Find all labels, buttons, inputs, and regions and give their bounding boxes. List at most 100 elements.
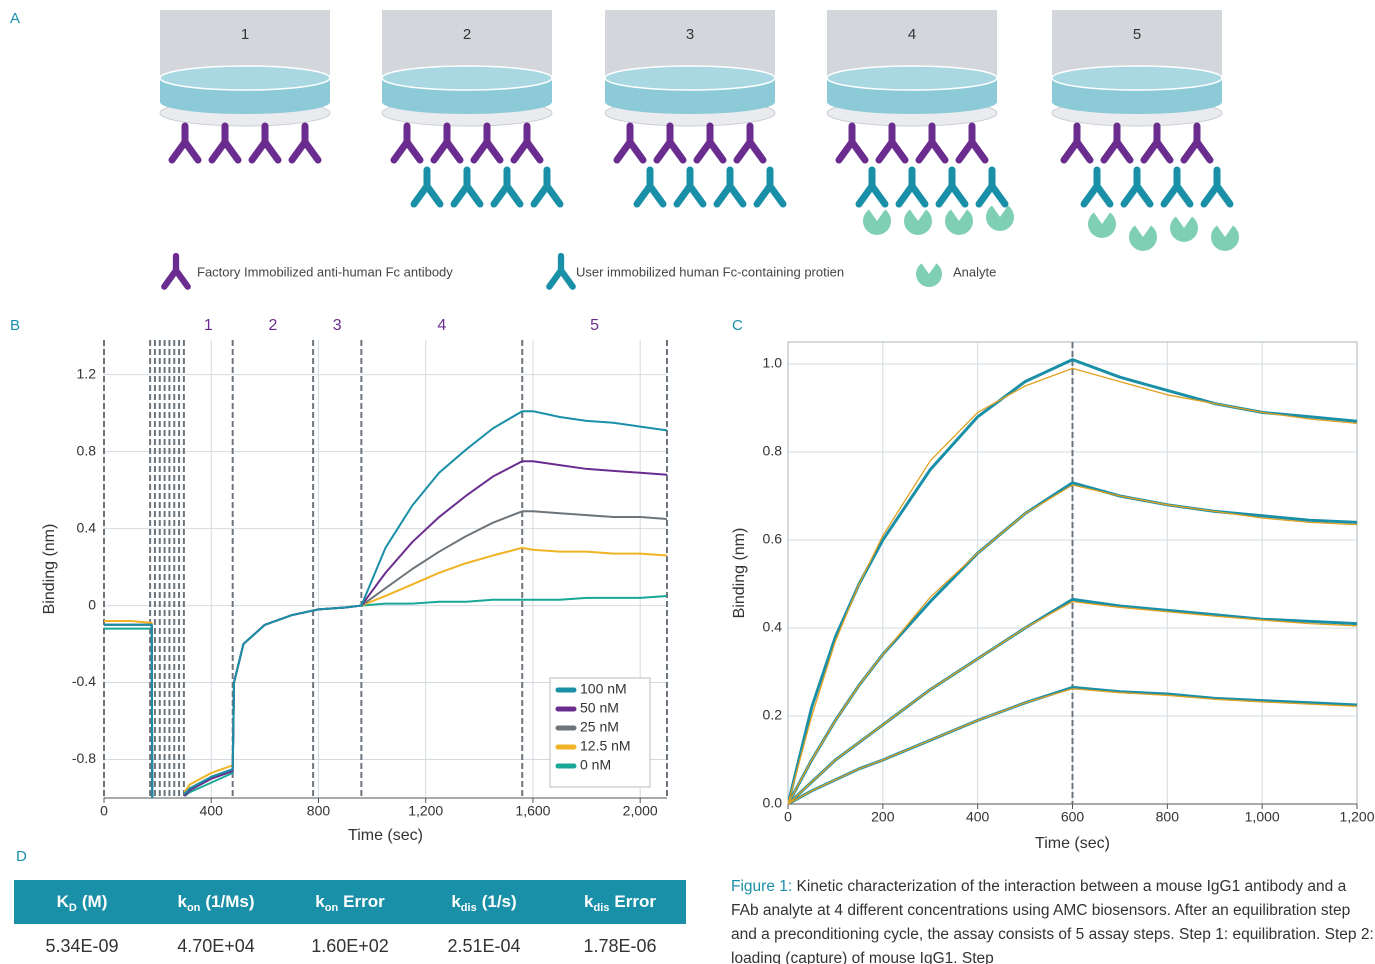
antibody [693, 122, 727, 164]
analyte [986, 205, 1015, 232]
header-symbol: k [451, 892, 461, 911]
y-tick-label: -0.4 [72, 673, 96, 689]
analyte [904, 209, 933, 235]
table-cell: 1.78E-06 [583, 936, 656, 956]
table-cell: 5.34E-09 [45, 936, 118, 956]
step-label: 3 [686, 26, 694, 43]
x-tick-label: 800 [307, 803, 331, 819]
antibody [835, 122, 869, 164]
antibody [168, 122, 202, 164]
x-tick-label: 1,200 [1339, 809, 1374, 825]
y-axis-label: Binding (nm) [731, 528, 748, 619]
y-axis-label: Binding (nm) [41, 524, 58, 615]
header-subscript: on [325, 902, 339, 914]
antibody [613, 122, 647, 164]
x-tick-label: 800 [1156, 809, 1180, 825]
tip-band-top [826, 65, 998, 91]
step-label: 1 [241, 26, 249, 43]
analyte [944, 209, 973, 235]
antibody [470, 122, 504, 164]
antibody [1160, 166, 1194, 208]
antibody [1100, 122, 1134, 164]
antibody [1200, 166, 1234, 208]
table-cell: 4.70E+04 [177, 936, 255, 956]
analyte [1211, 225, 1239, 252]
y-tick-label: 0 [88, 596, 96, 612]
legend-text: User immobilized human Fc-containing pro… [576, 264, 844, 279]
x-axis-label: Time (sec) [1035, 835, 1110, 852]
panel-label: D [16, 848, 27, 865]
header-unit: (1/s) [482, 892, 517, 911]
header-symbol: k [584, 892, 594, 911]
antibody [410, 166, 444, 208]
header-unit: Error [614, 892, 656, 911]
header-unit: (M) [82, 892, 107, 911]
antibody [1080, 166, 1114, 208]
legend-label: 25 nM [580, 719, 619, 735]
antibody [855, 166, 889, 208]
y-tick-label: 0.4 [763, 619, 783, 635]
antibody [390, 122, 424, 164]
phase-label: 5 [590, 317, 599, 334]
antibody [1180, 122, 1214, 164]
header-subscript: dis [593, 902, 609, 914]
series-group [104, 410, 667, 798]
y-tick-label: 0.2 [763, 707, 783, 723]
series-line [104, 623, 154, 798]
antibody [1120, 166, 1154, 208]
antibody [1140, 122, 1174, 164]
antibody [733, 122, 767, 164]
antibody [895, 166, 929, 208]
panel-label: A [10, 10, 20, 27]
antibody [510, 122, 544, 164]
step-label: 2 [463, 26, 471, 43]
tip-band-top [1051, 65, 1223, 91]
x-axis-label: Time (sec) [348, 827, 423, 844]
table-cell: 1.60E+02 [311, 936, 389, 956]
legend-label: 0 nM [580, 757, 611, 773]
antibody [633, 166, 667, 208]
antibody [1060, 122, 1094, 164]
analyte [1129, 225, 1157, 252]
antibody [248, 122, 282, 164]
antibody [753, 166, 787, 208]
table-cell: 2.51E-04 [447, 936, 520, 956]
x-tick-label: 1,600 [515, 803, 550, 819]
phase-label: 3 [333, 317, 342, 334]
series-group [788, 358, 1357, 804]
legend-text: Factory Immobilized anti-human Fc antibo… [197, 264, 453, 279]
tip-band-top [159, 65, 331, 91]
antibody [430, 122, 464, 164]
legend-box [549, 677, 651, 788]
analyte [1088, 212, 1116, 239]
series-line [104, 619, 154, 798]
step-label: 4 [908, 26, 916, 43]
header-symbol: k [177, 892, 187, 911]
x-tick-label: 2,000 [623, 803, 658, 819]
antibody [673, 166, 707, 208]
caption-text: Kinetic characterization of the interact… [731, 878, 1374, 964]
x-tick-label: 1,200 [408, 803, 443, 819]
antibody [530, 166, 564, 208]
antibody [915, 122, 949, 164]
antibody [875, 122, 909, 164]
header-subscript: on [187, 902, 201, 914]
header-unit: Error [343, 892, 385, 911]
series-line [788, 367, 1357, 804]
y-tick-label: 0.6 [763, 531, 783, 547]
x-tick-label: 400 [200, 803, 224, 819]
series-line [788, 600, 1357, 804]
phase-label: 4 [437, 317, 446, 334]
series-line [788, 484, 1357, 804]
antibody [713, 166, 747, 208]
antibody [161, 252, 191, 290]
antibody [490, 166, 524, 208]
y-tick-label: 1.0 [763, 355, 783, 371]
panel-label: C [732, 317, 743, 334]
chart: -0.8 -0.4 0 0.4 0.8 1.2 0 400 800 1,200 1,600 2,000… [41, 317, 668, 844]
diagram-legend: Factory Immobilized anti-human Fc antibo… [197, 264, 996, 279]
table-header-bar [14, 880, 686, 924]
table-header: KD (M) [57, 892, 108, 913]
series-line [104, 623, 154, 798]
